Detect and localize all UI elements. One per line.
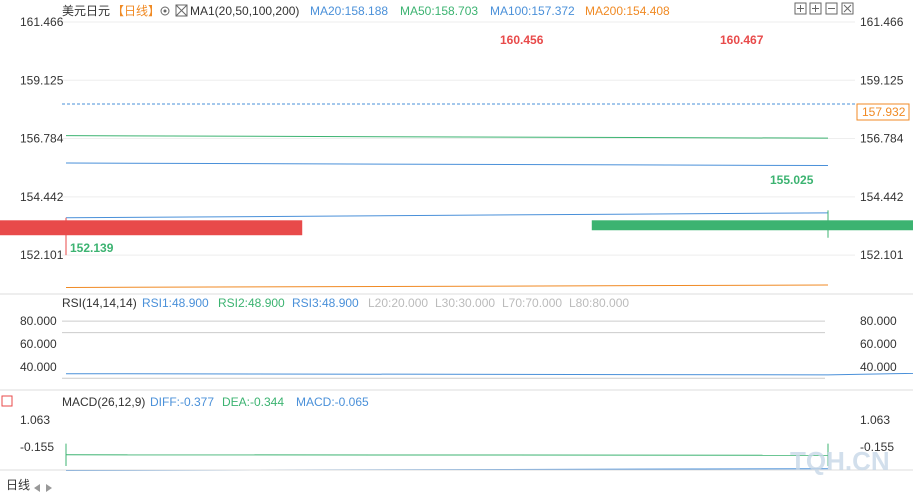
ma20-line: [65, 212, 829, 219]
rsi-tick-label-right: 80.000: [860, 314, 897, 328]
macd-panel: 1.063 1.063 -0.155 -0.155: [20, 413, 894, 471]
price-tick-label-left: 159.125: [20, 73, 64, 87]
macd-tick-label-left: 1.063: [20, 413, 50, 427]
price-tick-label-left: 154.442: [20, 190, 64, 204]
last-price-box: [856, 103, 910, 121]
macd-tick-label-right: 1.063: [860, 413, 890, 427]
rsi-tick-label-left: 60.000: [20, 337, 57, 351]
macd-value: MACD:-0.065: [296, 395, 369, 409]
price-tick-label-left: 161.466: [20, 15, 64, 29]
price-tick-label-left: 156.784: [20, 132, 64, 146]
candle-body: [591, 220, 913, 231]
zoom-in-icon[interactable]: [809, 2, 822, 15]
macd-tick-label-left: -0.155: [20, 440, 54, 454]
rsi3-value: RSI3:48.900: [292, 296, 359, 310]
rsi-tick-label-right: 60.000: [860, 337, 897, 351]
rsi1-value: RSI1:48.900: [142, 296, 209, 310]
macd-title: MACD(26,12,9): [62, 395, 145, 409]
rsi2-value: RSI2:48.900: [218, 296, 285, 310]
macd-diff: DIFF:-0.377: [150, 395, 214, 409]
ma100-value: MA100:157.372: [490, 4, 575, 18]
ma100-line: [65, 162, 829, 167]
rsi-tick-label-right: 40.000: [860, 360, 897, 374]
macd-dea: DEA:-0.344: [222, 395, 284, 409]
candle-body: [0, 220, 303, 236]
price-tick-label-right: 154.442: [860, 190, 904, 204]
rsi-tick-label-left: 80.000: [20, 314, 57, 328]
ma200-value: MA200:154.408: [585, 4, 670, 18]
chart-type-icon[interactable]: [175, 4, 188, 17]
rsi-l70: L70:70.000: [502, 296, 562, 310]
rsi-l30: L30:30.000: [435, 296, 495, 310]
rsi-l80: L80:80.000: [569, 296, 629, 310]
period-label[interactable]: 【日线】: [112, 4, 160, 18]
settings-icon[interactable]: [160, 6, 170, 16]
zoom-out-icon[interactable]: [825, 2, 838, 15]
ma-label: MA1(20,50,100,200): [190, 4, 299, 18]
left-arrow-icon[interactable]: [34, 484, 40, 492]
price-tick-label-right: 152.101: [860, 248, 904, 262]
move-icon[interactable]: [794, 2, 807, 15]
period-tab[interactable]: 日线: [6, 478, 30, 492]
ma20-value: MA20:158.188: [310, 4, 388, 18]
ma50-line: [65, 135, 829, 139]
ma200-line: [65, 284, 829, 289]
close-icon[interactable]: [841, 2, 854, 15]
right-arrow-icon[interactable]: [46, 484, 52, 492]
watermark: TQH.CN: [790, 446, 890, 476]
annotation-low2: 155.025: [770, 173, 814, 187]
rsi-tick-label-left: 40.000: [20, 360, 57, 374]
rsi-line: [65, 372, 913, 376]
price-tick-label-right: 161.466: [860, 15, 904, 29]
annotation-high2: 160.467: [720, 33, 764, 47]
last-price-label: 157.932: [862, 105, 906, 119]
rsi-l20: L20:20.000: [368, 296, 428, 310]
macd-tick-label-right: -0.155: [860, 440, 894, 454]
price-tick-label-right: 156.784: [860, 132, 904, 146]
macd-info-icon[interactable]: [1, 395, 13, 407]
rsi-panel: 80.000 80.000 60.000 60.000 40.000 40.000: [20, 314, 913, 379]
ma50-value: MA50:158.703: [400, 4, 478, 18]
annotation-low1: 152.139: [70, 241, 114, 255]
price-tick-label-left: 152.101: [20, 248, 64, 262]
price-panel: 161.466 161.466 159.125 159.125 156.784 156.7…: [0, 15, 913, 289]
annotation-high1: 160.456: [500, 33, 544, 47]
symbol-title: 美元日元: [62, 4, 110, 18]
price-tick-label-right: 159.125: [860, 73, 904, 87]
rsi-title: RSI(14,14,14): [62, 296, 137, 310]
